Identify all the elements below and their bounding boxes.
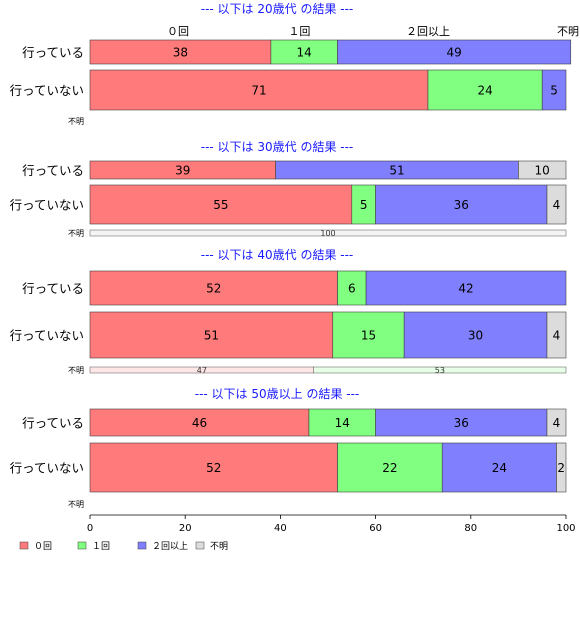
row-label: 行っていない — [10, 198, 84, 213]
legend-swatch — [137, 541, 147, 550]
top-category-label: ２回以上 — [406, 25, 450, 38]
legend-swatch — [77, 541, 87, 550]
data-label: 36 — [454, 416, 469, 430]
unknown-row-label: 不明 — [68, 500, 84, 509]
panel-title: --- 以下は 30歳代 の結果 --- — [201, 140, 354, 154]
legend-label: 不明 — [210, 541, 228, 552]
bar-segment — [89, 442, 338, 493]
bar-segment — [365, 270, 567, 306]
top-category-label: 不明 — [557, 25, 579, 38]
data-label: 52 — [206, 461, 221, 475]
data-label: 10 — [535, 164, 550, 178]
data-label: 71 — [251, 84, 266, 98]
x-tick-label: 0 — [87, 523, 93, 534]
legend-swatch — [19, 541, 29, 550]
data-label: 4 — [553, 416, 561, 430]
bar-segment — [89, 39, 272, 65]
data-label: 15 — [361, 329, 376, 343]
unknown-row-label: 不明 — [68, 229, 84, 238]
data-label: 4 — [553, 198, 561, 212]
data-label: 49 — [446, 46, 461, 60]
unknown-bar-segment — [313, 366, 567, 374]
bar-segment — [89, 184, 353, 225]
x-tick-label: 20 — [179, 523, 192, 534]
bar-segment — [541, 69, 567, 111]
data-label: 51 — [389, 164, 404, 178]
bar-segment — [427, 69, 543, 111]
x-tick-label: 60 — [369, 523, 382, 534]
bar-segment — [375, 184, 548, 225]
bar-segment — [375, 408, 548, 437]
bar-segment — [546, 311, 567, 359]
bar-segment — [337, 270, 367, 306]
bar-segment — [518, 160, 567, 180]
data-label: 6 — [348, 282, 356, 296]
bar-segment — [332, 311, 405, 359]
data-label: 5 — [550, 84, 558, 98]
unknown-data-label: 100 — [320, 229, 335, 238]
bar-segment — [337, 39, 572, 65]
data-label: 14 — [335, 416, 350, 430]
unknown-row-label: 不明 — [68, 366, 84, 375]
data-label: 24 — [477, 84, 492, 98]
data-label: 39 — [175, 164, 190, 178]
bar-segment — [270, 39, 338, 65]
data-label: 52 — [206, 282, 221, 296]
bar-segment — [89, 408, 310, 437]
data-label: 14 — [297, 46, 312, 60]
bar-segment — [308, 408, 376, 437]
bar-segment — [337, 442, 443, 493]
x-tick-label: 100 — [556, 523, 575, 534]
data-label: 36 — [454, 198, 469, 212]
data-label: 2 — [557, 461, 565, 475]
row-label: 行っていない — [10, 83, 84, 98]
data-label: 55 — [213, 198, 228, 212]
bar-segment — [546, 184, 567, 225]
legend-label: １回 — [92, 541, 110, 552]
legend-label: ２回以上 — [152, 541, 188, 552]
panel-title: --- 以下は 40歳代 の結果 --- — [201, 248, 354, 262]
row-label: 行っている — [22, 45, 84, 60]
bar-segment — [89, 69, 429, 111]
x-tick-label: 80 — [464, 523, 477, 534]
bar-segment — [89, 270, 338, 306]
unknown-data-label: 47 — [197, 366, 207, 375]
legend-label: ０回 — [34, 541, 52, 552]
unknown-bar-segment — [89, 229, 567, 237]
bar-segment — [403, 311, 548, 359]
row-label: 行っている — [22, 163, 84, 178]
row-label: 行っている — [22, 281, 84, 296]
top-category-label: １回 — [288, 25, 310, 38]
data-label: 38 — [173, 46, 188, 60]
panel-title: --- 以下は 20歳代 の結果 --- — [201, 2, 354, 16]
bar-segment — [89, 311, 334, 359]
legend-swatch — [195, 541, 205, 550]
data-label: 22 — [382, 461, 397, 475]
bar-segment — [441, 442, 557, 493]
data-label: 46 — [192, 416, 207, 430]
data-label: 5 — [360, 198, 368, 212]
data-label: 30 — [468, 329, 483, 343]
unknown-row-label: 不明 — [68, 117, 84, 126]
unknown-data-label: 53 — [435, 366, 445, 375]
data-label: 51 — [204, 329, 219, 343]
top-category-label: ０回 — [167, 25, 189, 38]
data-label: 42 — [458, 282, 473, 296]
row-label: 行っている — [22, 416, 84, 431]
bar-segment — [546, 408, 567, 437]
row-label: 行っていない — [10, 461, 84, 476]
data-label: 4 — [553, 329, 561, 343]
bar-segment — [556, 442, 567, 493]
panel-title: --- 以下は 50歳以上 の結果 --- — [195, 387, 360, 401]
x-tick-label: 40 — [274, 523, 287, 534]
data-label: 24 — [492, 461, 507, 475]
row-label: 行っていない — [10, 328, 84, 343]
